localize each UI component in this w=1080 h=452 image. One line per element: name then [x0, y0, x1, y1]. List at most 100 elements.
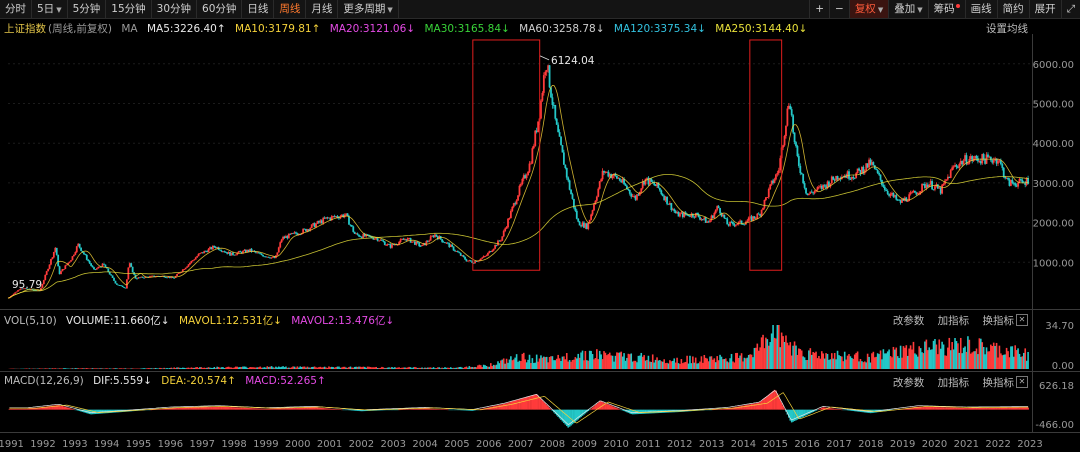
volume-bar — [630, 353, 633, 369]
period-tab-1[interactable]: 5日 ▼ — [32, 0, 68, 18]
highlight-box — [472, 39, 541, 271]
volume-bar — [954, 338, 956, 369]
volume-bar — [773, 337, 776, 369]
ma-settings-link[interactable]: 设置均线 — [986, 23, 1028, 35]
period-tab-4[interactable]: 30分钟 — [152, 0, 198, 18]
macd-bar — [898, 409, 900, 410]
macd-bar — [709, 409, 711, 411]
candle-body — [605, 171, 608, 173]
candle-body — [714, 209, 717, 213]
period-tab-7[interactable]: 周线 — [274, 0, 307, 18]
macd-bar — [164, 408, 167, 410]
candle-body — [979, 161, 982, 164]
macd-bar — [846, 409, 849, 411]
macd-bar — [75, 409, 78, 411]
volume-bar — [922, 353, 925, 369]
macd-bar — [183, 407, 186, 410]
macd-bar — [316, 407, 319, 410]
volume-bar — [673, 358, 676, 369]
candle-body — [517, 195, 519, 201]
macd-bar — [521, 398, 524, 410]
candle-body — [37, 290, 39, 292]
macd-close-icon[interactable]: ✕ — [1016, 376, 1028, 388]
vol-edit-params-button[interactable]: 改参数 — [892, 315, 925, 327]
volume-bar — [949, 350, 952, 369]
candle-body — [946, 176, 949, 180]
volume-bar — [531, 358, 534, 369]
draw-line-button[interactable]: 画线 — [964, 0, 997, 18]
macd-bar — [517, 399, 519, 410]
volume-bar — [896, 356, 899, 369]
macd-swap-indicator-button[interactable]: 换指标 — [982, 377, 1015, 389]
overlay-dropdown[interactable]: 叠加 ▼ — [888, 0, 927, 18]
simple-mode-button[interactable]: 简约 — [996, 0, 1029, 18]
period-tab-5[interactable]: 60分钟 — [197, 0, 243, 18]
zoom-out-button[interactable]: − — [829, 0, 849, 18]
period-tab-9[interactable]: 更多周期 ▼ — [338, 0, 399, 18]
macd-bar — [212, 406, 214, 410]
expand-button[interactable]: 展开 — [1028, 0, 1061, 18]
volume-bar — [613, 361, 615, 369]
candle-body — [530, 163, 532, 165]
chips-button[interactable]: 筹码 — [927, 0, 965, 18]
vol-volume: VOLUME:11.660亿↓ — [66, 315, 170, 327]
candle-body — [234, 254, 237, 256]
ma-label[interactable]: MA — [121, 23, 138, 35]
macd-bar — [929, 406, 932, 410]
x-axis-year-label: 2016 — [794, 439, 819, 450]
macd-bar — [927, 406, 929, 410]
volume-bar — [832, 358, 835, 369]
macd-bar — [131, 409, 134, 412]
volume-bar — [63, 368, 65, 369]
zoom-in-button[interactable]: + — [809, 0, 829, 18]
fuquan-dropdown[interactable]: 复权 ▼ — [848, 0, 889, 18]
vol-add-indicator-button[interactable]: 加指标 — [937, 315, 970, 327]
candle-body — [259, 253, 262, 255]
macd-bar — [583, 409, 585, 415]
volume-bar — [412, 367, 415, 369]
toolbar-right-group: + − 复权 ▼ 叠加 ▼ 筹码 画线 简约 展开 ⤢ — [809, 0, 1080, 18]
macd-bar — [853, 409, 856, 412]
vol-close-icon[interactable]: ✕ — [1016, 314, 1028, 326]
macd-bar — [308, 407, 310, 410]
macd-bar — [454, 409, 456, 411]
volume-bar — [905, 345, 908, 369]
volume-bar — [226, 366, 229, 369]
macd-add-indicator-button[interactable]: 加指标 — [937, 377, 970, 389]
macd-bar — [434, 408, 436, 410]
macd-title[interactable]: MACD(12,26,9) — [4, 375, 84, 387]
period-tab-8[interactable]: 月线 — [306, 0, 339, 18]
candle-body — [777, 170, 780, 174]
vol-title[interactable]: VOL(5,10) — [4, 315, 57, 327]
period-tab-6[interactable]: 日线 — [242, 0, 275, 18]
macd-bar — [992, 407, 995, 410]
period-tab-0[interactable]: 分时 — [0, 0, 32, 18]
volume-bar — [381, 366, 383, 369]
macd-bar — [439, 409, 442, 410]
fullscreen-icon[interactable]: ⤢ — [1060, 0, 1080, 18]
candle-body — [479, 258, 482, 261]
period-tab-label: 月线 — [311, 3, 333, 15]
macd-edit-params-button[interactable]: 改参数 — [892, 377, 925, 389]
volume-bar — [561, 356, 564, 369]
candle-body — [588, 219, 591, 223]
annotation-leader — [539, 55, 550, 61]
volume-bar — [843, 351, 846, 369]
macd-bar — [641, 409, 644, 414]
candle-body — [1008, 179, 1011, 186]
period-tab-3[interactable]: 15分钟 — [106, 0, 152, 18]
vol-swap-indicator-button[interactable]: 换指标 — [982, 315, 1015, 327]
candle-body — [42, 280, 45, 285]
macd-bar — [1017, 407, 1019, 410]
macd-bar — [763, 398, 766, 410]
volume-bar — [839, 356, 842, 369]
macd-bar — [1008, 407, 1011, 410]
volume-bar — [113, 368, 115, 369]
macd-bar — [805, 409, 807, 416]
period-tab-2[interactable]: 5分钟 — [68, 0, 107, 18]
candle-body — [595, 196, 598, 201]
macd-bar — [565, 409, 568, 427]
volume-bar — [806, 359, 809, 369]
candle-body — [554, 105, 557, 119]
volume-bar — [173, 367, 175, 369]
